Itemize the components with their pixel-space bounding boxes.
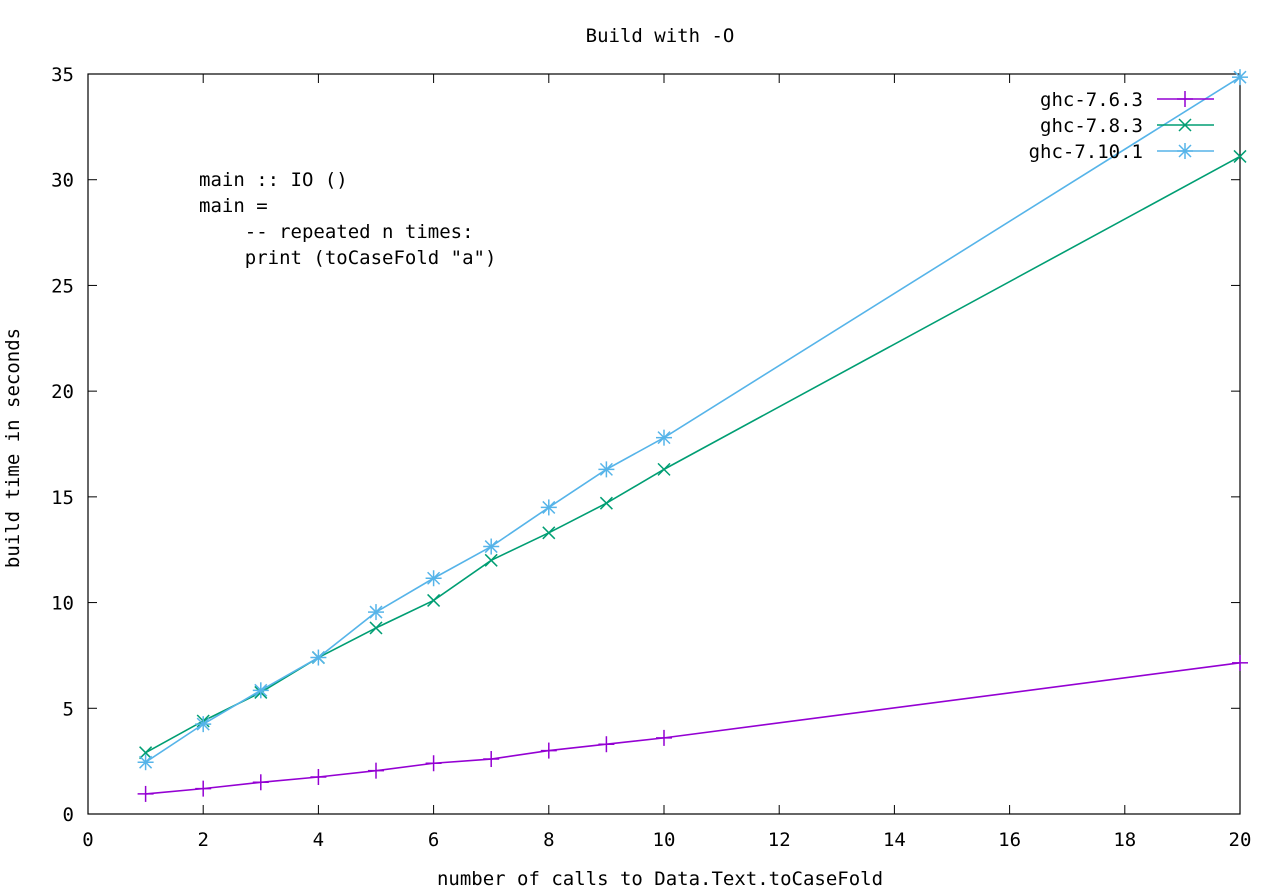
legend-marker — [1177, 91, 1193, 107]
data-point — [195, 716, 212, 733]
data-point — [656, 729, 672, 746]
series-ghc-7.10.1 — [137, 69, 1248, 771]
data-point — [368, 604, 384, 621]
data-point — [484, 553, 498, 567]
data-point — [598, 461, 615, 478]
data-point — [137, 754, 154, 771]
chart-title: Build with -O — [586, 25, 735, 47]
x-tick-label: 14 — [883, 829, 906, 851]
data-point — [137, 785, 154, 802]
y-tick-label: 5 — [63, 698, 74, 720]
annotation-line: main :: IO () — [199, 169, 348, 191]
data-point — [195, 780, 212, 797]
data-point — [540, 742, 557, 759]
x-tick-label: 20 — [1229, 829, 1252, 851]
data-point — [425, 755, 442, 772]
y-tick-label: 25 — [51, 275, 74, 297]
annotation-line: print (toCaseFold "a") — [199, 247, 496, 269]
annotation-line: -- repeated n times: — [199, 221, 474, 243]
y-tick-label: 35 — [51, 64, 74, 86]
annotation-line: main = — [199, 195, 268, 217]
data-point — [1232, 654, 1248, 671]
y-tick-label: 30 — [51, 170, 74, 192]
data-point — [1232, 69, 1248, 86]
data-point — [368, 762, 384, 779]
y-axis-label: build time in seconds — [2, 328, 24, 568]
y-tick-label: 15 — [51, 487, 74, 509]
x-tick-label: 6 — [428, 829, 439, 851]
x-tick-label: 2 — [197, 829, 208, 851]
series-ghc-7.6.3 — [137, 654, 1248, 802]
x-tick-label: 8 — [543, 829, 554, 851]
data-point — [1233, 149, 1247, 163]
data-point — [540, 499, 557, 516]
y-tick-label: 0 — [63, 804, 74, 826]
x-tick-label: 10 — [653, 829, 676, 851]
data-point — [310, 649, 327, 666]
data-point — [425, 570, 442, 587]
x-tick-label: 0 — [82, 829, 93, 851]
legend-marker — [1177, 143, 1193, 159]
data-point — [310, 769, 327, 785]
legend-label: ghc-7.10.1 — [1029, 141, 1143, 163]
data-point — [542, 526, 556, 540]
legend-marker — [1178, 118, 1192, 132]
x-tick-label: 4 — [313, 829, 324, 851]
legend-label: ghc-7.8.3 — [1040, 115, 1143, 137]
data-point — [598, 736, 615, 753]
data-point — [657, 462, 671, 476]
legend: ghc-7.6.3 ghc-7.8.3 ghc-7.10.1 — [1029, 89, 1214, 163]
x-tick-label: 12 — [768, 829, 791, 851]
plot-area: 0 2 4 6 8 10 12 14 16 18 20 0 5 10 15 20 25 30 35 — [51, 64, 1251, 851]
data-point — [656, 429, 672, 446]
y-tick-label: 20 — [51, 381, 74, 403]
data-point — [252, 774, 269, 791]
data-point — [483, 538, 500, 555]
data-point — [427, 593, 441, 607]
legend-label: ghc-7.6.3 — [1040, 89, 1143, 111]
data-point — [483, 751, 500, 768]
data-point — [599, 496, 613, 510]
data-point — [139, 746, 153, 760]
x-tick-label: 18 — [1113, 829, 1136, 851]
x-axis-label: number of calls to Data.Text.toCaseFold — [437, 868, 883, 890]
code-annotation: main :: IO () main = -- repeated n times… — [199, 169, 496, 269]
series-line — [145, 662, 1241, 795]
data-point — [252, 682, 269, 699]
y-tick-label: 10 — [51, 593, 74, 615]
x-tick-label: 16 — [998, 829, 1021, 851]
data-point — [369, 621, 383, 635]
